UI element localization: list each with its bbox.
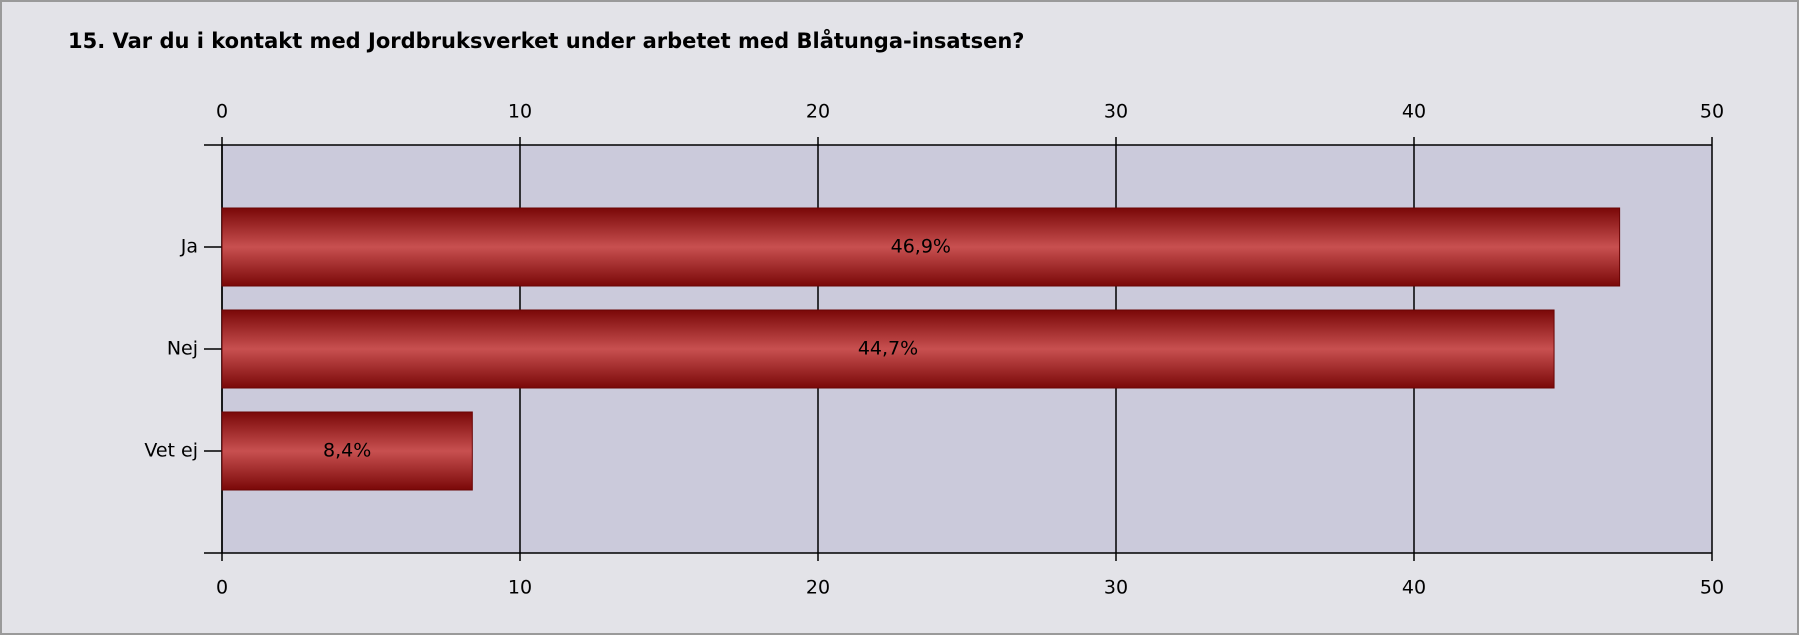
x-tick-label: 50 [1700, 577, 1724, 599]
bar [221, 309, 1555, 389]
chart-title: 15. Var du i kontakt med Jordbruksverket… [68, 28, 1024, 53]
value-label: 44,7% [858, 338, 918, 360]
x-tick-label: 50 [1700, 101, 1724, 123]
x-tick-label: 20 [806, 101, 830, 123]
bar [221, 411, 473, 491]
y-tick-label: Ja [180, 236, 198, 258]
x-tick-label: 10 [508, 101, 532, 123]
x-tick-label: 30 [1104, 101, 1128, 123]
value-label: 8,4% [323, 440, 371, 462]
x-tick-label: 0 [216, 577, 228, 599]
bar [221, 207, 1621, 287]
y-tick-label: Nej [167, 338, 198, 360]
x-tick-label: 10 [508, 577, 532, 599]
x-tick-label: 30 [1104, 577, 1128, 599]
y-tick-label: Vet ej [144, 440, 198, 462]
value-label: 46,9% [891, 236, 951, 258]
x-tick-label: 40 [1402, 577, 1426, 599]
x-tick-label: 20 [806, 577, 830, 599]
x-tick-label: 40 [1402, 101, 1426, 123]
x-tick-label: 0 [216, 101, 228, 123]
